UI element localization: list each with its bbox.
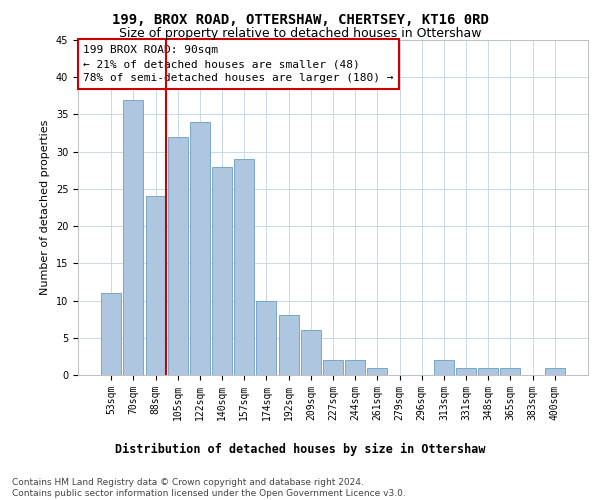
Bar (545, 368, 565, 375)
Bar (168, 137, 188, 375)
Bar (500, 368, 520, 375)
Text: 199, BROX ROAD, OTTERSHAW, CHERTSEY, KT16 0RD: 199, BROX ROAD, OTTERSHAW, CHERTSEY, KT1… (112, 12, 488, 26)
Bar (278, 316, 299, 375)
Y-axis label: Number of detached properties: Number of detached properties (40, 120, 50, 295)
Bar (434, 360, 454, 375)
Bar (101, 293, 121, 375)
Bar (367, 368, 388, 375)
Bar (323, 360, 343, 375)
Text: Contains HM Land Registry data © Crown copyright and database right 2024.
Contai: Contains HM Land Registry data © Crown c… (12, 478, 406, 498)
Bar (124, 100, 143, 375)
Text: 199 BROX ROAD: 90sqm
← 21% of detached houses are smaller (48)
78% of semi-detac: 199 BROX ROAD: 90sqm ← 21% of detached h… (83, 45, 394, 83)
Bar (256, 300, 277, 375)
Bar (345, 360, 365, 375)
Bar (190, 122, 210, 375)
Text: Distribution of detached houses by size in Ottershaw: Distribution of detached houses by size … (115, 442, 485, 456)
Bar (456, 368, 476, 375)
Bar (212, 166, 232, 375)
Bar (234, 159, 254, 375)
Bar (146, 196, 166, 375)
Bar (478, 368, 498, 375)
Text: Size of property relative to detached houses in Ottershaw: Size of property relative to detached ho… (119, 28, 481, 40)
Bar (301, 330, 321, 375)
